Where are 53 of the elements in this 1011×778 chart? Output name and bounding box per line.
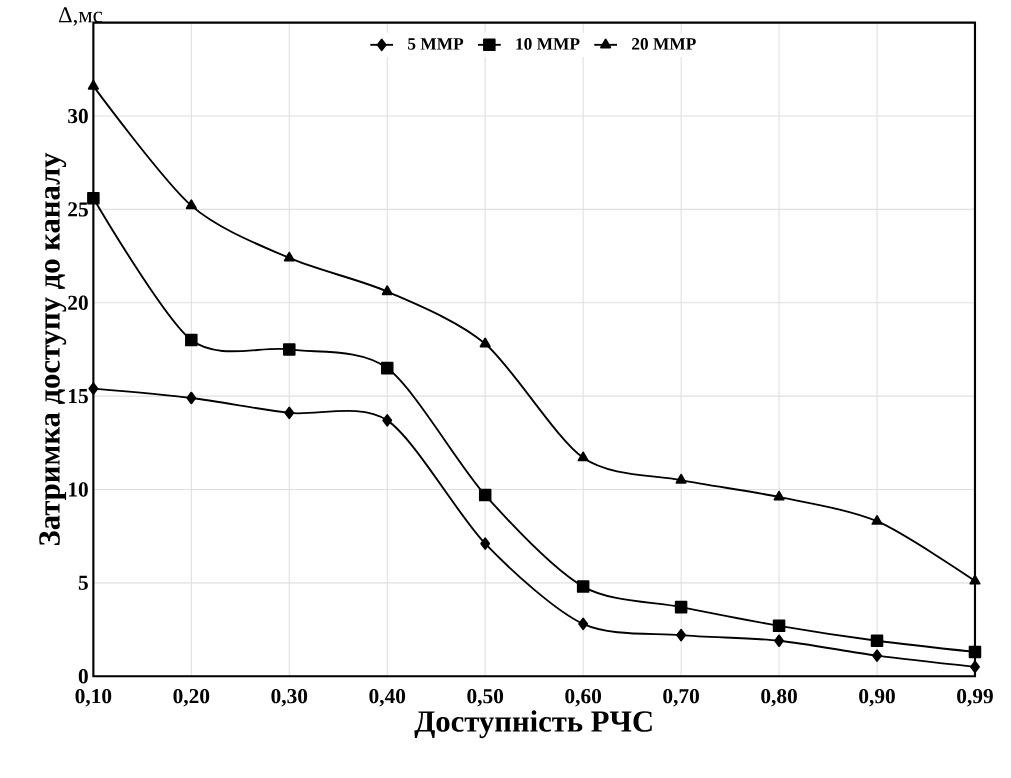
y-tick-label: 25 [68, 202, 88, 217]
point [382, 414, 393, 427]
y-tick-label: 30 [68, 109, 88, 124]
x-tick-label: 0,80 [761, 689, 797, 707]
point [772, 619, 786, 633]
x-tick-label: 0,40 [369, 689, 406, 707]
point [676, 629, 687, 642]
point [381, 285, 393, 296]
legend-label: 20 MMP [632, 38, 696, 50]
point [380, 362, 394, 375]
point [576, 580, 590, 594]
point [284, 406, 295, 420]
x-tick-label: 0,50 [467, 689, 504, 707]
legend-label: 5 MMP [408, 38, 464, 50]
y-tick-label: 0 [78, 669, 88, 684]
x-tick-label: 0,30 [271, 689, 308, 707]
point [185, 334, 198, 347]
point [480, 537, 491, 551]
point [870, 634, 884, 648]
point [674, 601, 688, 614]
point [283, 251, 295, 262]
legend-label: 10 MMP [516, 38, 580, 50]
point [577, 451, 589, 462]
point [87, 80, 99, 90]
x-tick-label: 0,70 [663, 689, 699, 707]
x-tick-label: 0,10 [75, 689, 112, 707]
point [675, 474, 687, 484]
x-axis-title: Доступність РЧС [414, 710, 652, 739]
x-tick-label: 0,20 [173, 689, 210, 707]
y-tick-label: 15 [69, 389, 88, 404]
y-tick-label: 20 [68, 295, 88, 311]
point [969, 574, 981, 585]
y-tick-label: 10 [69, 482, 88, 497]
x-tick-label: 0,60 [565, 689, 602, 707]
x-tick-label: 0,99 [957, 689, 993, 707]
x-tick-label: 0,90 [859, 689, 895, 707]
point [478, 489, 492, 502]
point [872, 649, 882, 663]
y-axis-title: Затримка доступу до каналу [39, 152, 67, 546]
point [773, 490, 785, 501]
point [87, 192, 100, 205]
point [774, 634, 785, 648]
point [578, 617, 589, 631]
point [871, 515, 883, 526]
point [479, 337, 491, 348]
y-tick-label: 5 [78, 575, 88, 591]
point [185, 199, 197, 210]
point [970, 660, 980, 674]
point [186, 391, 197, 405]
annotation: Δ,мс [58, 7, 103, 27]
point [968, 645, 982, 659]
point [283, 343, 296, 356]
point [88, 382, 99, 396]
